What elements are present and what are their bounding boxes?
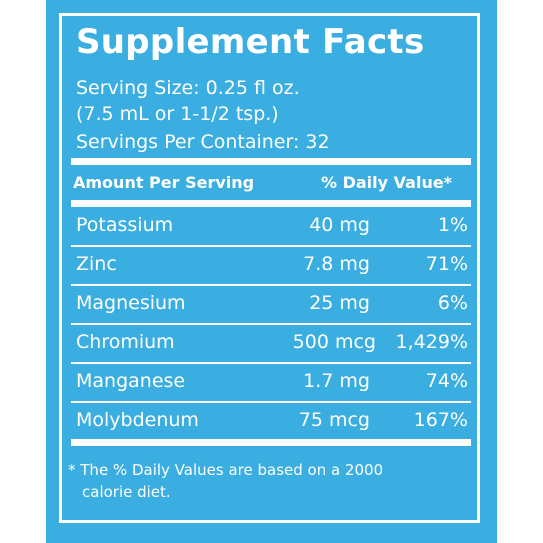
serving-size: Serving Size: 0.25 fl oz. — [76, 77, 300, 99]
row-divider — [71, 323, 471, 325]
footnote-line: * The % Daily Values are based on a 2000 — [68, 461, 384, 479]
nutrient-row: Manganese 1.7 mg 74% — [76, 370, 468, 394]
nutrient-amount: 500 mcg — [292, 331, 376, 353]
row-divider — [71, 401, 471, 403]
nutrient-amount: 40 mg — [309, 214, 370, 236]
footnote-line: calorie diet. — [82, 483, 171, 501]
footnote: * The % Daily Values are based on a 2000… — [68, 459, 448, 503]
nutrient-daily-value: 6% — [437, 292, 468, 314]
nutrient-row: Chromium 500 mcg 1,429% — [76, 331, 468, 355]
nutrient-daily-value: 71% — [425, 253, 468, 275]
nutrient-name: Magnesium — [76, 292, 186, 314]
servings-per-container: Servings Per Container: 32 — [76, 131, 330, 153]
nutrient-daily-value: 1,429% — [395, 331, 468, 353]
header-daily-value: % Daily Value* — [321, 173, 453, 192]
nutrient-row: Potassium 40 mg 1% — [76, 214, 468, 238]
label-title: Supplement Facts — [76, 22, 425, 62]
nutrient-amount: 1.7 mg — [303, 370, 370, 392]
nutrient-amount: 75 mcg — [298, 409, 370, 431]
nutrient-name: Molybdenum — [76, 409, 199, 431]
nutrient-row: Magnesium 25 mg 6% — [76, 292, 468, 316]
nutrient-name: Chromium — [76, 331, 175, 353]
serving-equivalent: (7.5 mL or 1-1/2 tsp.) — [76, 103, 279, 125]
header-divider — [71, 200, 471, 207]
nutrient-amount: 7.8 mg — [303, 253, 370, 275]
nutrient-row: Molybdenum 75 mcg 167% — [76, 409, 468, 433]
label-frame — [59, 13, 480, 523]
row-divider — [71, 284, 471, 286]
thick-divider — [71, 158, 471, 165]
nutrient-daily-value: 1% — [437, 214, 468, 236]
nutrient-name: Potassium — [76, 214, 174, 236]
row-divider — [71, 245, 471, 247]
bottom-divider — [71, 439, 471, 446]
row-divider — [71, 362, 471, 364]
supplement-facts-panel: Supplement Facts Serving Size: 0.25 fl o… — [46, 0, 497, 543]
nutrient-daily-value: 74% — [425, 370, 468, 392]
header-amount-per-serving: Amount Per Serving — [73, 173, 255, 192]
nutrient-amount: 25 mg — [309, 292, 370, 314]
nutrient-daily-value: 167% — [413, 409, 468, 431]
nutrient-row: Zinc 7.8 mg 71% — [76, 253, 468, 277]
nutrient-name: Manganese — [76, 370, 186, 392]
nutrient-name: Zinc — [76, 253, 117, 275]
